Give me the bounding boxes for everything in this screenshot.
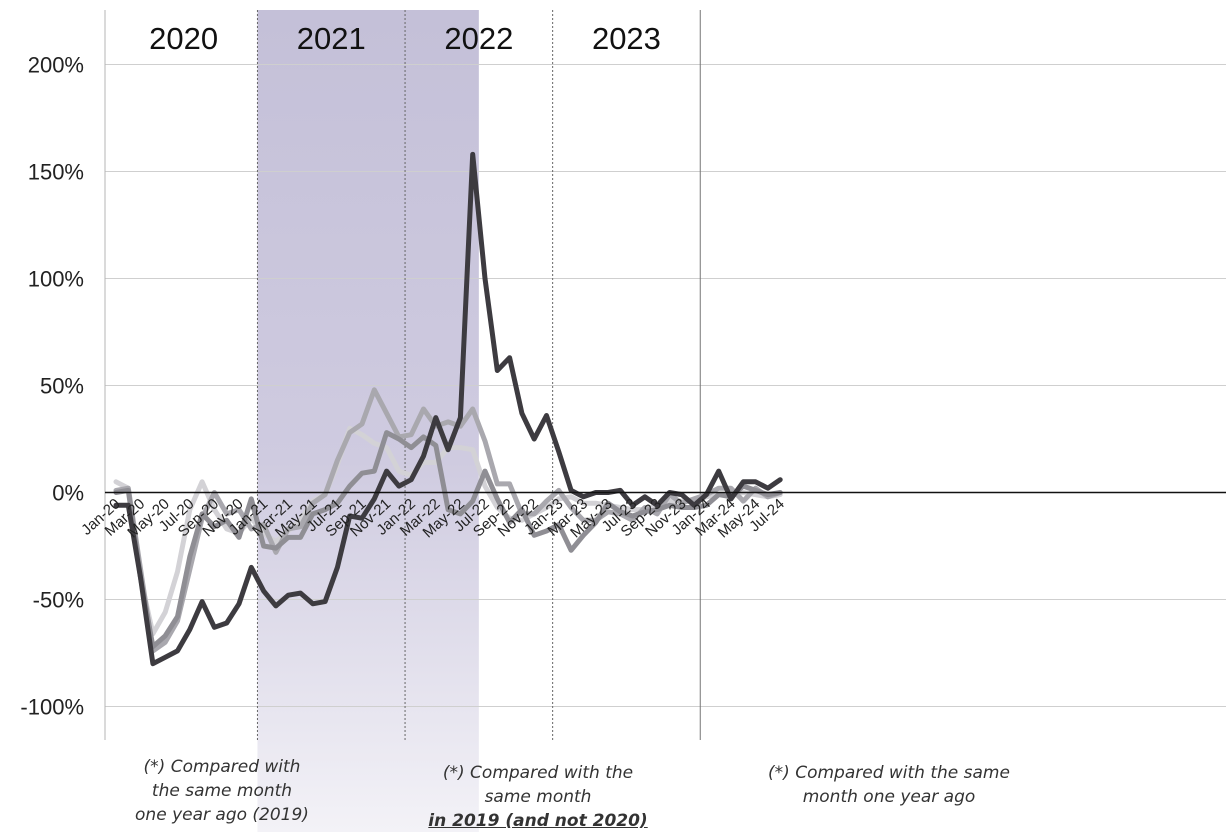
x-axis: Jan-20Mar-20May-20Jul-20Sep-20Nov-20Jan-… <box>78 495 788 541</box>
note-right: (*) Compared with the same month one yea… <box>740 761 1038 809</box>
series-line-1 <box>113 430 783 650</box>
y-axis: 200% 150% 100% 50% 0% -50% -100% <box>20 53 84 720</box>
note-left-line-1: (*) Compared with <box>143 757 301 777</box>
note-left-line-2: the same month <box>151 781 293 801</box>
y-tick-label: -100% <box>20 695 84 720</box>
year-labels: 2020 2021 2022 2023 <box>149 21 661 56</box>
y-tick-label: 0% <box>52 481 84 506</box>
year-label-2023: 2023 <box>592 21 661 56</box>
note-left: (*) Compared with the same month one yea… <box>106 755 338 827</box>
highlight-band <box>257 10 479 832</box>
note-middle-line-1: (*) Compared with the <box>442 763 634 783</box>
y-tick-label: 50% <box>40 374 84 399</box>
note-right-line-1: (*) Compared with the same <box>768 763 1010 783</box>
y-tick-label: 200% <box>28 53 84 78</box>
year-label-2021: 2021 <box>297 21 366 56</box>
y-tick-label: 100% <box>28 267 84 292</box>
note-right-line-2: month one year ago <box>802 787 976 807</box>
year-label-2020: 2020 <box>149 21 218 56</box>
note-middle-line-2: same month <box>484 787 592 807</box>
y-tick-label: 150% <box>28 160 84 185</box>
series-lines <box>113 151 783 667</box>
note-middle: (*) Compared with the same month in 2019… <box>400 761 676 833</box>
note-middle-emphasis: in 2019 (and not 2020) <box>428 811 648 831</box>
year-label-2022: 2022 <box>444 21 513 56</box>
note-left-line-3: one year ago (2019) <box>135 805 309 825</box>
year-dividers <box>256 10 701 740</box>
grid-lines <box>104 10 1226 740</box>
y-tick-label: -50% <box>33 588 84 613</box>
